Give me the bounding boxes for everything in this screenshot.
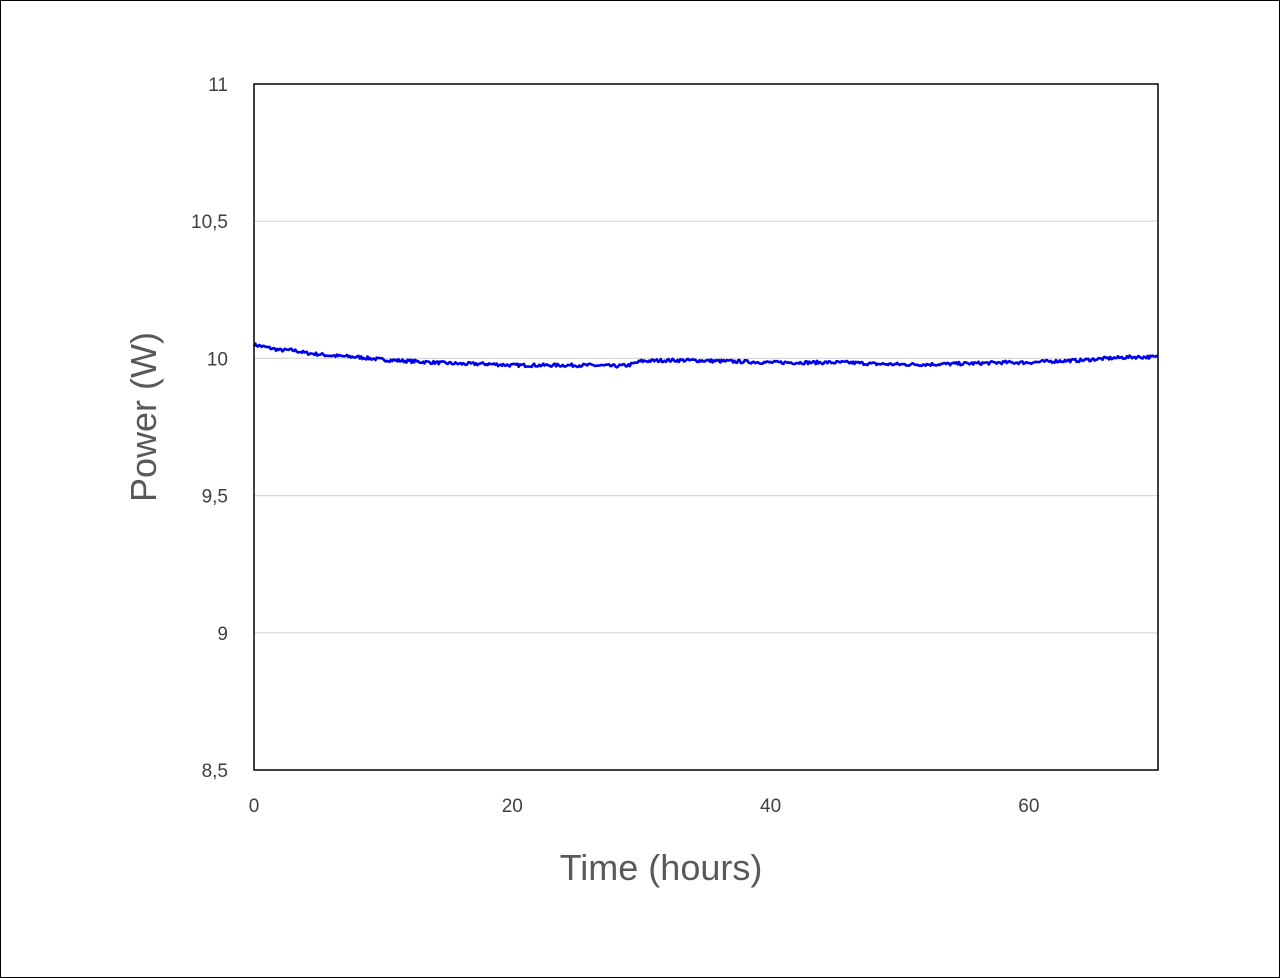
x-axis-title: Time (hours) xyxy=(560,847,763,888)
x-tick-label: 40 xyxy=(760,796,781,817)
y-tick-label: 11 xyxy=(208,75,228,96)
y-tick-label: 8,5 xyxy=(202,761,228,782)
y-gridlines xyxy=(254,220,1158,634)
y-tick-label: 9 xyxy=(217,624,228,645)
y-tick-label: 10 xyxy=(207,349,228,370)
y-tick-label: 10,5 xyxy=(191,212,228,233)
y-axis-title: Power (W) xyxy=(123,332,164,502)
x-tick-labels: 0 20 40 60 xyxy=(249,796,1040,817)
plot-area-border xyxy=(253,83,1159,771)
power-series-line xyxy=(252,342,1159,369)
y-tick-labels: 8,5 9 9,5 10 10,5 11 xyxy=(191,75,228,782)
y-tick-label: 9,5 xyxy=(202,487,228,508)
x-tick-label: 20 xyxy=(502,796,523,817)
x-tick-label: 60 xyxy=(1018,796,1039,817)
x-tick-label: 0 xyxy=(249,796,260,817)
